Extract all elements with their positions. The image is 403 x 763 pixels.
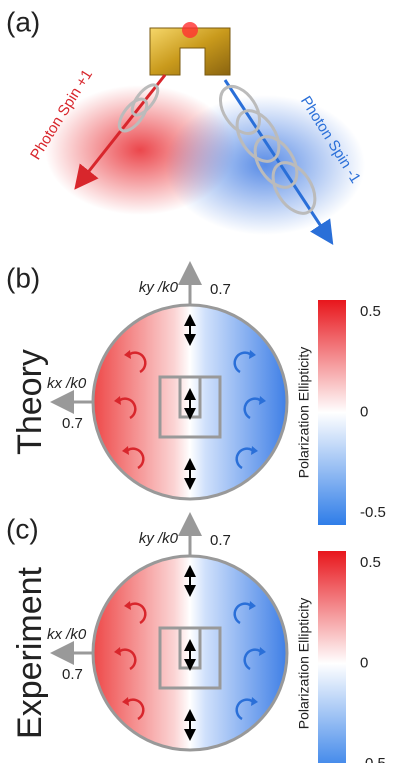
blue-field [165,95,365,235]
panel: (b) Theory ky /k0 0.7 kx /k0 0.7 Polarization … [6,262,386,525]
side-label: Theory [11,349,49,455]
kx-value: 0.7 [62,415,83,432]
ky-label: ky /k0 [139,530,179,547]
panel-label: (b) [6,262,40,293]
ky-label: ky /k0 [139,279,179,296]
ky-value: 0.7 [210,532,231,549]
panel-label: (a) [6,6,40,37]
kx-label: kx /k0 [47,375,87,392]
figure: (a)Photon Spin +1Photon Spin -1(b)Theory… [0,0,403,763]
kx-label: kx /k0 [47,626,87,643]
colorbar-tick-label: -0.5 [360,755,386,763]
colorbar-tick-label: 0.5 [360,303,381,320]
colorbar-title: Polarization Ellipticity [296,347,312,479]
colorbar [318,300,346,525]
colorbar-tick-label: -0.5 [360,504,386,521]
kx-value: 0.7 [62,666,83,683]
colorbar-tick-label: 0.5 [360,554,381,571]
ky-value: 0.7 [210,281,231,298]
colorbar-tick-label: 0 [360,403,368,420]
colorbar [318,551,346,763]
panel-label: (c) [6,513,39,544]
panel: (c) Experiment ky /k0 0.7 kx /k0 0.7 Polarizat… [6,513,386,763]
colorbar-title: Polarization Ellipticity [296,598,312,730]
side-label: Experiment [11,566,49,739]
source-glow [182,22,198,38]
colorbar-tick-label: 0 [360,654,368,671]
